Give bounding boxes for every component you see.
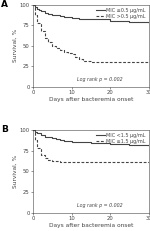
Y-axis label: Survival, %: Survival, % (13, 29, 18, 63)
Text: Log rank p = 0.002: Log rank p = 0.002 (77, 203, 123, 208)
Text: Log rank p = 0.002: Log rank p = 0.002 (77, 77, 123, 82)
X-axis label: Days after bacteremia onset: Days after bacteremia onset (49, 223, 133, 228)
Legend: MIC ≤0.5 μg/mL, MIC >0.5 μg/mL: MIC ≤0.5 μg/mL, MIC >0.5 μg/mL (95, 7, 146, 19)
Text: B: B (1, 125, 7, 134)
Legend: MIC <1.5 μg/mL, MIC ≥1.5 μg/mL: MIC <1.5 μg/mL, MIC ≥1.5 μg/mL (95, 132, 146, 145)
Text: A: A (1, 0, 8, 9)
X-axis label: Days after bacteremia onset: Days after bacteremia onset (49, 97, 133, 102)
Y-axis label: Survival, %: Survival, % (13, 155, 18, 188)
